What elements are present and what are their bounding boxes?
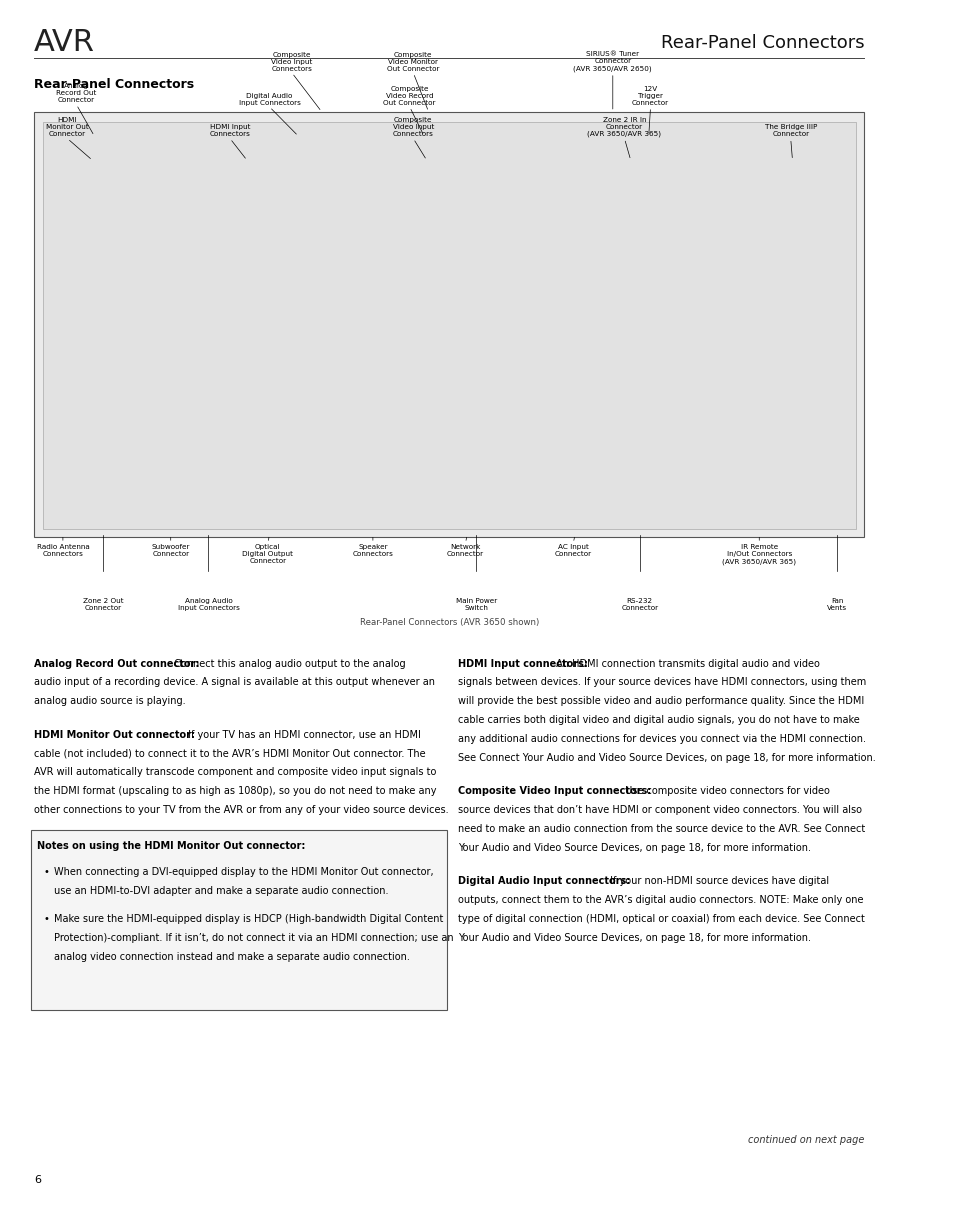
Text: Composite
Video Input
Connectors: Composite Video Input Connectors <box>271 52 313 72</box>
Text: outputs, connect them to the AVR’s digital audio connectors. NOTE: Make only one: outputs, connect them to the AVR’s digit… <box>457 894 862 905</box>
Text: Notes on using the HDMI Monitor Out connector:: Notes on using the HDMI Monitor Out conn… <box>37 841 305 850</box>
Text: Protection)-compliant. If it isn’t, do not connect it via an HDMI connection; us: Protection)-compliant. If it isn’t, do n… <box>54 933 453 943</box>
Text: the HDMI format (upscaling to as high as 1080p), so you do not need to make any: the HDMI format (upscaling to as high as… <box>34 786 436 796</box>
Text: Rear-Panel Connectors (AVR 3650 shown): Rear-Panel Connectors (AVR 3650 shown) <box>359 618 538 627</box>
Text: Connect this analog audio output to the analog: Connect this analog audio output to the … <box>171 659 405 668</box>
Text: Radio Antenna
Connectors: Radio Antenna Connectors <box>36 544 90 558</box>
Text: IR Remote
In/Out Connectors
(AVR 3650/AVR 365): IR Remote In/Out Connectors (AVR 3650/AV… <box>721 544 796 565</box>
Text: Subwoofer
Connector: Subwoofer Connector <box>152 544 190 558</box>
Text: 12V
Trigger
Connector: 12V Trigger Connector <box>631 86 668 106</box>
Text: Composite
Video Input
Connectors: Composite Video Input Connectors <box>393 118 434 137</box>
Text: need to make an audio connection from the source device to the AVR. See Connect: need to make an audio connection from th… <box>457 824 864 833</box>
Text: Analog Record Out connector:: Analog Record Out connector: <box>34 659 199 668</box>
Text: Network
Connector: Network Connector <box>446 544 483 558</box>
Text: Fan
Vents: Fan Vents <box>826 598 846 611</box>
Text: AVR: AVR <box>34 28 95 57</box>
Text: AVR will automatically transcode component and composite video input signals to: AVR will automatically transcode compone… <box>34 768 436 778</box>
Text: SIRIUS® Tuner
Connector
(AVR 3650/AVR 2650): SIRIUS® Tuner Connector (AVR 3650/AVR 26… <box>573 51 652 72</box>
Text: will provide the best possible video and audio performance quality. Since the HD: will provide the best possible video and… <box>457 696 863 706</box>
Text: Make sure the HDMI-equipped display is HDCP (High-bandwidth Digital Content: Make sure the HDMI-equipped display is H… <box>54 914 443 925</box>
Text: Rear-Panel Connectors: Rear-Panel Connectors <box>34 78 194 91</box>
Text: Your Audio and Video Source Devices, on page 18, for more information.: Your Audio and Video Source Devices, on … <box>457 843 810 853</box>
Text: HDMI Monitor Out connector:: HDMI Monitor Out connector: <box>34 729 195 740</box>
Text: use an HDMI-to-DVI adapter and make a separate audio connection.: use an HDMI-to-DVI adapter and make a se… <box>54 886 388 895</box>
Text: 6: 6 <box>34 1175 41 1185</box>
Text: Composite Video Input connectors:: Composite Video Input connectors: <box>457 786 651 796</box>
Text: •: • <box>43 868 49 877</box>
Text: Digital Audio
Input Connectors: Digital Audio Input Connectors <box>238 92 300 106</box>
Text: When connecting a DVI-equipped display to the HDMI Monitor Out connector,: When connecting a DVI-equipped display t… <box>54 868 433 877</box>
Text: cable (not included) to connect it to the AVR’s HDMI Monitor Out connector. The: cable (not included) to connect it to th… <box>34 748 425 758</box>
Text: type of digital connection (HDMI, optical or coaxial) from each device. See Conn: type of digital connection (HDMI, optica… <box>457 914 864 923</box>
Text: Main Power
Switch: Main Power Switch <box>456 598 497 611</box>
Text: Zone 2 IR In
Connector
(AVR 3650/AVR 365): Zone 2 IR In Connector (AVR 3650/AVR 365… <box>587 117 660 137</box>
Bar <box>43 122 856 529</box>
Text: See Connect Your Audio and Video Source Devices, on page 18, for more informatio: See Connect Your Audio and Video Source … <box>457 752 875 763</box>
Text: cable carries both digital video and digital audio signals, you do not have to m: cable carries both digital video and dig… <box>457 714 859 725</box>
Text: other connections to your TV from the AVR or from any of your video source devic: other connections to your TV from the AV… <box>34 806 448 815</box>
Bar <box>34 112 863 537</box>
Text: Composite
Video Record
Out Connector: Composite Video Record Out Connector <box>383 86 436 106</box>
Text: The Bridge IIIP
Connector: The Bridge IIIP Connector <box>763 124 816 137</box>
Text: AC Input
Connector: AC Input Connector <box>554 544 591 558</box>
Text: any additional audio connections for devices you connect via the HDMI connection: any additional audio connections for dev… <box>457 734 865 744</box>
Text: Analog Audio
Input Connectors: Analog Audio Input Connectors <box>177 598 239 611</box>
Text: analog audio source is playing.: analog audio source is playing. <box>34 696 186 706</box>
Text: continued on next page: continued on next page <box>747 1135 863 1145</box>
Text: RS-232
Connector: RS-232 Connector <box>620 598 658 611</box>
Text: Speaker
Connectors: Speaker Connectors <box>352 544 393 558</box>
Text: An HDMI connection transmits digital audio and video: An HDMI connection transmits digital aud… <box>552 659 819 668</box>
Text: •: • <box>43 914 49 925</box>
Bar <box>31 830 446 1010</box>
Text: HDMI
Monitor Out
Connector: HDMI Monitor Out Connector <box>46 118 89 137</box>
Text: Optical
Digital Output
Connector: Optical Digital Output Connector <box>242 544 293 564</box>
Text: HDMI Input connectors:: HDMI Input connectors: <box>457 659 587 668</box>
Text: HDMI Input
Connectors: HDMI Input Connectors <box>210 124 251 137</box>
Text: Rear-Panel Connectors: Rear-Panel Connectors <box>660 34 863 51</box>
Text: Composite
Video Monitor
Out Connector: Composite Video Monitor Out Connector <box>387 52 439 72</box>
Text: audio input of a recording device. A signal is available at this output whenever: audio input of a recording device. A sig… <box>34 678 435 688</box>
Text: Analog
Record Out
Connector: Analog Record Out Connector <box>56 84 96 103</box>
Text: Digital Audio Input connectors:: Digital Audio Input connectors: <box>457 876 630 886</box>
Text: If your non-HDMI source devices have digital: If your non-HDMI source devices have dig… <box>606 876 828 886</box>
Text: signals between devices. If your source devices have HDMI connectors, using them: signals between devices. If your source … <box>457 678 865 688</box>
Text: analog video connection instead and make a separate audio connection.: analog video connection instead and make… <box>54 953 410 962</box>
Text: source devices that don’t have HDMI or component video connectors. You will also: source devices that don’t have HDMI or c… <box>457 806 862 815</box>
Text: Zone 2 Out
Connector: Zone 2 Out Connector <box>83 598 124 611</box>
Text: If your TV has an HDMI connector, use an HDMI: If your TV has an HDMI connector, use an… <box>185 729 420 740</box>
Text: Use composite video connectors for video: Use composite video connectors for video <box>621 786 829 796</box>
Text: Your Audio and Video Source Devices, on page 18, for more information.: Your Audio and Video Source Devices, on … <box>457 933 810 943</box>
